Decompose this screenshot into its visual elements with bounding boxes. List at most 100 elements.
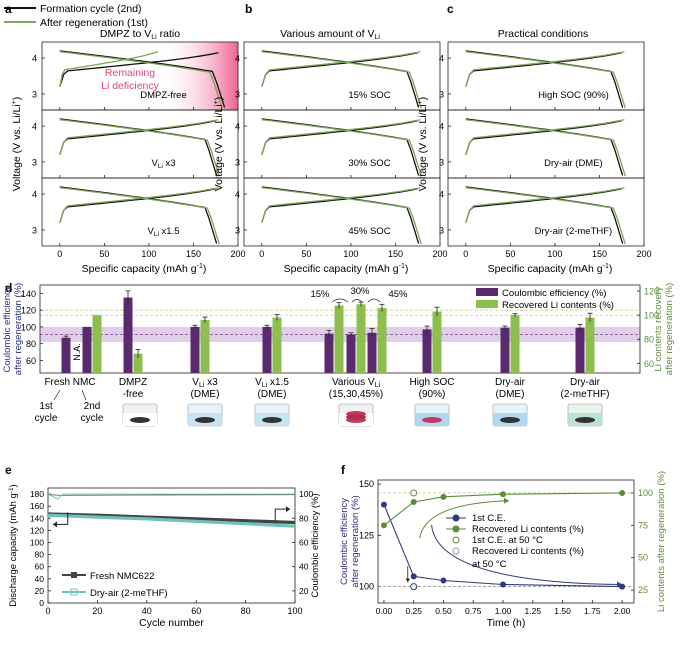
li-bar [510, 315, 520, 373]
x-axis-title: Time (h) [487, 617, 526, 629]
regeneration-discharge-curve [261, 51, 422, 109]
regeneration-discharge-curve [261, 187, 422, 245]
formation-discharge-curve [261, 118, 420, 176]
ce-bar [324, 333, 334, 373]
x-axis-title: Specific capacity (mAh g-1) [82, 263, 207, 275]
y-tick-label: 3 [439, 89, 444, 99]
xlabel-close: ) [405, 263, 409, 275]
right-tick-label: 80 [644, 335, 654, 345]
left-axis-title: Discharge capacity (mAh g-1) [8, 484, 19, 606]
cat-main: V [192, 377, 199, 388]
cat-main: V [255, 377, 262, 388]
voltage-panels [41, 41, 645, 247]
ce-bar [367, 332, 377, 373]
x-tick-label: 40 [142, 606, 152, 616]
regeneration-discharge-curve [261, 119, 422, 177]
category-label: Dry-air [495, 377, 526, 388]
ylabel-main: Discharge capacity (mAh g [8, 493, 19, 607]
cat-main: Various V [332, 377, 375, 388]
x-tick-label: 0.50 [435, 606, 452, 616]
x-tick-label: 2.00 [614, 606, 631, 616]
panel-letter-d: d [5, 281, 12, 295]
li-point [440, 493, 447, 500]
x-tick-label: 200 [230, 249, 245, 259]
cat-sub: Li [262, 382, 268, 389]
y-tick-label: 3 [32, 89, 37, 99]
condition-label: 45% SOC [348, 226, 390, 237]
cat-sub: Li [199, 382, 205, 389]
formation-charge-curve [465, 52, 622, 87]
ce-fresh-line [47, 494, 296, 496]
right-tick-label: 100 [644, 311, 659, 321]
electrode-disk [500, 417, 520, 423]
ylabel-close: ) [417, 97, 429, 101]
right-arrowhead [286, 506, 291, 513]
left-axis-title-2: after regeneration (%) [350, 495, 361, 587]
right-axis-title: Li contents recovery [653, 286, 664, 371]
left-tick-label: 60 [35, 562, 45, 572]
legend-item: Recovered Li contents (%) [472, 546, 584, 557]
regeneration-charge-curve [261, 119, 421, 155]
ce-bar [500, 327, 510, 373]
left-tick-label: 80 [26, 339, 36, 349]
li-point [619, 489, 626, 496]
legend-ce-swatch [476, 288, 498, 296]
left-tick-label: 100 [359, 582, 374, 592]
xlabel-main: Specific capacity (mAh g [82, 263, 197, 275]
annotation-remaining: Remaining [105, 67, 155, 79]
ce-50c-point [410, 583, 418, 591]
panel-letter-c: c [447, 2, 454, 16]
x-tick-label: 150 [592, 249, 607, 259]
electrode-disk [195, 417, 215, 423]
ylabel-close: ) [213, 97, 225, 101]
deficiency-region [157, 42, 238, 110]
x-tick-label: 150 [186, 249, 201, 259]
subplot-frame [41, 177, 239, 247]
drop-arrowhead [405, 578, 410, 583]
formation-discharge-curve [59, 186, 218, 244]
legend-marker [452, 536, 460, 544]
capacity-series-0 [47, 512, 296, 525]
ce-dryair-line [47, 493, 295, 500]
legend-item: Recovered Li contents (%) [472, 524, 584, 535]
x-tick-label: 100 [141, 249, 156, 259]
xlabel-sup: -1 [197, 263, 203, 270]
capacity-series-1 [47, 513, 296, 528]
label-sub: Li [158, 163, 163, 170]
x-tick-label: 200 [636, 249, 651, 259]
label-end: x1.5 [159, 226, 180, 237]
ylabel-sup: + [417, 100, 424, 104]
li-bar [200, 319, 210, 373]
label-sub: Li [154, 231, 159, 238]
y-tick-label: 4 [235, 122, 240, 132]
legend-item-cont: at 50 °C [472, 559, 507, 570]
condition-label: VLi x1.5 [148, 226, 180, 238]
annotation-li-deficiency: Li deficiency [101, 80, 160, 92]
regeneration-discharge-curve [59, 51, 223, 109]
x-tick-label: 1.25 [525, 606, 542, 616]
left-tick-label: 125 [359, 530, 374, 540]
y-tick-label: 4 [32, 122, 37, 132]
regeneration-charge-curve [59, 187, 219, 223]
x-tick-label: 0 [463, 249, 468, 259]
category-label-line2: (DME) [191, 389, 220, 400]
ylabel-main: Voltage (V vs. Li/Li [417, 104, 429, 191]
condition-label: 15% SOC [348, 90, 390, 101]
regeneration-discharge-curve [465, 51, 626, 109]
left-tick-label: 180 [30, 489, 44, 499]
y-tick-label: 4 [439, 190, 444, 200]
right-axis-title-2: after regeneration (%) [664, 283, 675, 375]
legend-dry-marker [70, 588, 78, 596]
electrode-disk [262, 417, 282, 423]
left-tick-label: 160 [30, 501, 44, 511]
panel-e: 0 20 40 60 80 1000204060801001201401601802040… [8, 484, 321, 629]
pct-30: 30% [350, 286, 370, 297]
category-label-line2: (15,30,45%) [329, 389, 383, 400]
cat-main: DMPZ [119, 377, 147, 388]
panel-b-title: Various amount of VLi [280, 28, 380, 41]
formation-charge-curve [59, 188, 216, 223]
ce-point [380, 501, 387, 508]
formation-charge-curve [465, 188, 622, 223]
na-label: N.A. [72, 343, 82, 361]
